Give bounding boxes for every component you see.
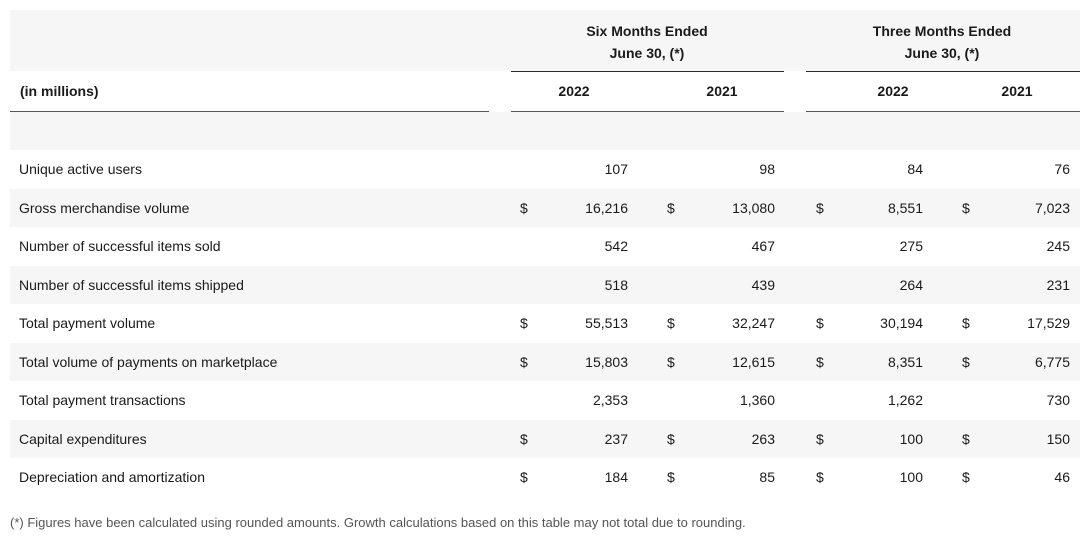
row-label: Gross merchandise volume — [19, 199, 190, 216]
value-cell: 100 — [899, 430, 923, 447]
value-cell: 84 — [907, 161, 923, 177]
value-cell: 263 — [751, 430, 775, 447]
currency-symbol: $ — [962, 315, 970, 331]
label-column-rule — [10, 111, 489, 112]
row-label: Total volume of payments on marketplace — [19, 353, 278, 370]
spacer-row — [10, 112, 1080, 150]
currency-symbol: $ — [667, 430, 675, 447]
value-cell: 8,551 — [887, 199, 923, 216]
units-label: (in millions) — [20, 83, 99, 99]
six-months-top-rule — [511, 71, 784, 72]
row-label: Capital expenditures — [19, 430, 147, 447]
row-label: Total payment transactions — [19, 392, 186, 408]
value-cell: 184 — [604, 469, 628, 485]
three-months-top-rule — [806, 71, 1080, 72]
currency-symbol: $ — [520, 315, 528, 331]
currency-symbol: $ — [962, 469, 970, 485]
row-label: Number of successful items shipped — [19, 276, 244, 293]
six-months-title: Six Months Ended — [586, 23, 708, 39]
value-cell: 1,262 — [887, 392, 923, 408]
value-cell: 245 — [1046, 238, 1070, 254]
six-months-bottom-rule — [511, 111, 784, 112]
value-cell: 730 — [1046, 392, 1070, 408]
currency-symbol: $ — [816, 315, 824, 331]
three-months-title: Three Months Ended — [872, 23, 1012, 39]
value-cell: 17,529 — [1027, 315, 1070, 331]
value-cell: 46 — [1054, 469, 1070, 485]
row-label: Unique active users — [19, 161, 142, 177]
value-cell: 6,775 — [1034, 353, 1070, 370]
currency-symbol: $ — [816, 430, 824, 447]
value-cell: 55,513 — [585, 315, 628, 331]
three-months-date: June 30, (*) — [904, 45, 980, 61]
table-row: Total payment volume $55,513 $32,247 $30,19… — [10, 304, 1080, 342]
year-header-three-2022: 2022 — [877, 83, 909, 99]
currency-symbol: $ — [667, 315, 675, 331]
year-header-six-2022: 2022 — [558, 83, 590, 99]
currency-symbol: $ — [962, 199, 970, 216]
currency-symbol: $ — [667, 353, 675, 370]
table-row: Depreciation and amortization $184 $85 $100… — [10, 458, 1080, 496]
value-cell: 518 — [604, 276, 628, 293]
value-cell: 100 — [899, 469, 923, 485]
row-label: Number of successful items sold — [19, 238, 221, 254]
currency-symbol: $ — [816, 469, 824, 485]
value-cell: 264 — [899, 276, 923, 293]
currency-symbol: $ — [962, 430, 970, 447]
value-cell: 439 — [751, 276, 775, 293]
table-row: Gross merchandise volume $16,216 $13,080 $8… — [10, 188, 1080, 227]
currency-symbol: $ — [816, 199, 824, 216]
six-months-date: June 30, (*) — [609, 45, 685, 61]
three-months-header: Three Months Ended June 30, (*) — [842, 20, 1042, 64]
value-cell: 150 — [1046, 430, 1070, 447]
table-row: Capital expenditures $237 $263 $100 $150 — [10, 419, 1080, 458]
value-cell: 13,080 — [732, 199, 775, 216]
value-cell: 76 — [1054, 161, 1070, 177]
value-cell: 12,615 — [732, 353, 775, 370]
table-row: Unique active users 107 98 84 76 — [10, 150, 1080, 188]
value-cell: 231 — [1046, 276, 1070, 293]
table-row: Total payment transactions 2,353 1,360 1,26… — [10, 381, 1080, 419]
value-cell: 16,216 — [585, 199, 628, 216]
value-cell: 275 — [899, 238, 923, 254]
year-header-three-2021: 2021 — [1001, 83, 1033, 99]
currency-symbol: $ — [816, 353, 824, 370]
header-band — [10, 10, 1080, 71]
three-months-bottom-rule — [806, 111, 1080, 112]
value-cell: 7,023 — [1034, 199, 1070, 216]
currency-symbol: $ — [667, 199, 675, 216]
value-cell: 2,353 — [592, 392, 628, 408]
currency-symbol: $ — [520, 199, 528, 216]
currency-symbol: $ — [962, 353, 970, 370]
value-cell: 237 — [604, 430, 628, 447]
value-cell: 542 — [604, 238, 628, 254]
value-cell: 85 — [759, 469, 775, 485]
row-label: Depreciation and amortization — [19, 469, 205, 485]
value-cell: 32,247 — [732, 315, 775, 331]
value-cell: 107 — [604, 161, 628, 177]
footnote: (*) Figures have been calculated using r… — [10, 515, 746, 530]
table-row: Number of successful items sold 542 467 275… — [10, 227, 1080, 265]
currency-symbol: $ — [667, 469, 675, 485]
value-cell: 30,194 — [880, 315, 923, 331]
row-label: Total payment volume — [19, 315, 156, 331]
currency-symbol: $ — [520, 353, 528, 370]
value-cell: 467 — [751, 238, 775, 254]
currency-symbol: $ — [520, 469, 528, 485]
currency-symbol: $ — [520, 430, 528, 447]
value-cell: 1,360 — [739, 392, 775, 408]
six-months-header: Six Months Ended June 30, (*) — [547, 20, 747, 64]
table-row: Total volume of payments on marketplace $… — [10, 342, 1080, 381]
value-cell: 98 — [759, 161, 775, 177]
year-header-six-2021: 2021 — [706, 83, 738, 99]
value-cell: 15,803 — [585, 353, 628, 370]
table-row: Number of successful items shipped 518 439… — [10, 265, 1080, 304]
value-cell: 8,351 — [887, 353, 923, 370]
